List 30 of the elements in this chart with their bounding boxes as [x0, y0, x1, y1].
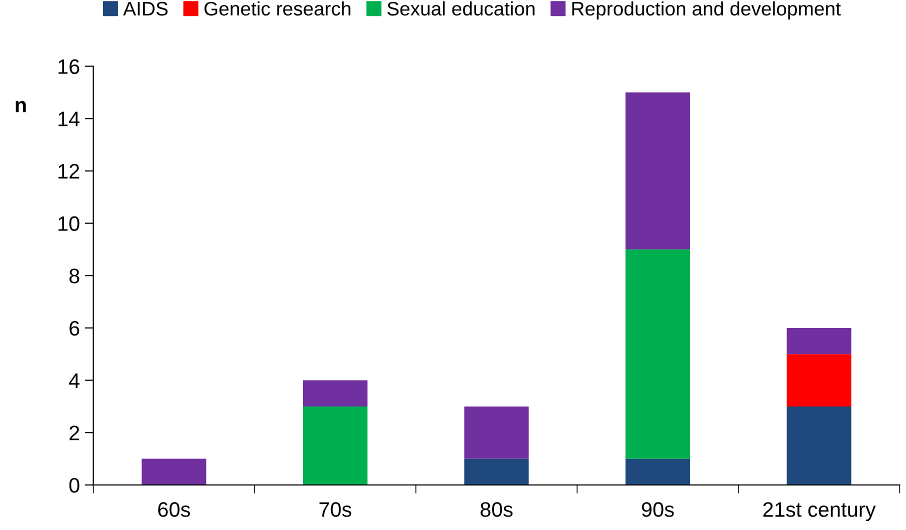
y-tick-label: 12 — [58, 164, 80, 178]
x-tick-label: 60s — [158, 502, 190, 517]
bar — [142, 458, 206, 485]
legend-label: Sexual education — [387, 1, 534, 16]
bar — [786, 406, 852, 485]
bar — [464, 458, 529, 485]
legend-label: AIDS — [123, 2, 168, 16]
x-tick-label: 70s — [319, 502, 352, 517]
bar — [302, 380, 368, 406]
y-tick-label: 8 — [69, 268, 80, 284]
y-tick-label: 16 — [58, 59, 80, 74]
y-tick-label: 10 — [58, 216, 80, 232]
y-tick-label: 2 — [70, 426, 80, 440]
x-tick-label: 90s — [642, 502, 674, 517]
bar — [302, 406, 368, 485]
y-tick-label: 14 — [58, 112, 80, 126]
y-axis-title: n — [16, 100, 26, 112]
bar — [626, 92, 690, 250]
bar — [626, 249, 690, 459]
bar — [626, 458, 690, 485]
y-tick-label: 6 — [70, 320, 80, 336]
x-tick-label: 80s — [480, 502, 513, 517]
y-tick-label: 4 — [69, 373, 80, 388]
x-tick-label: 21st century — [763, 502, 876, 522]
bar — [786, 328, 852, 354]
bar — [464, 406, 529, 459]
y-tick-label: 0 — [69, 478, 80, 493]
bar — [786, 354, 852, 406]
legend-label: Reproduction and development — [572, 1, 841, 20]
legend-label: Genetic research — [204, 1, 350, 16]
